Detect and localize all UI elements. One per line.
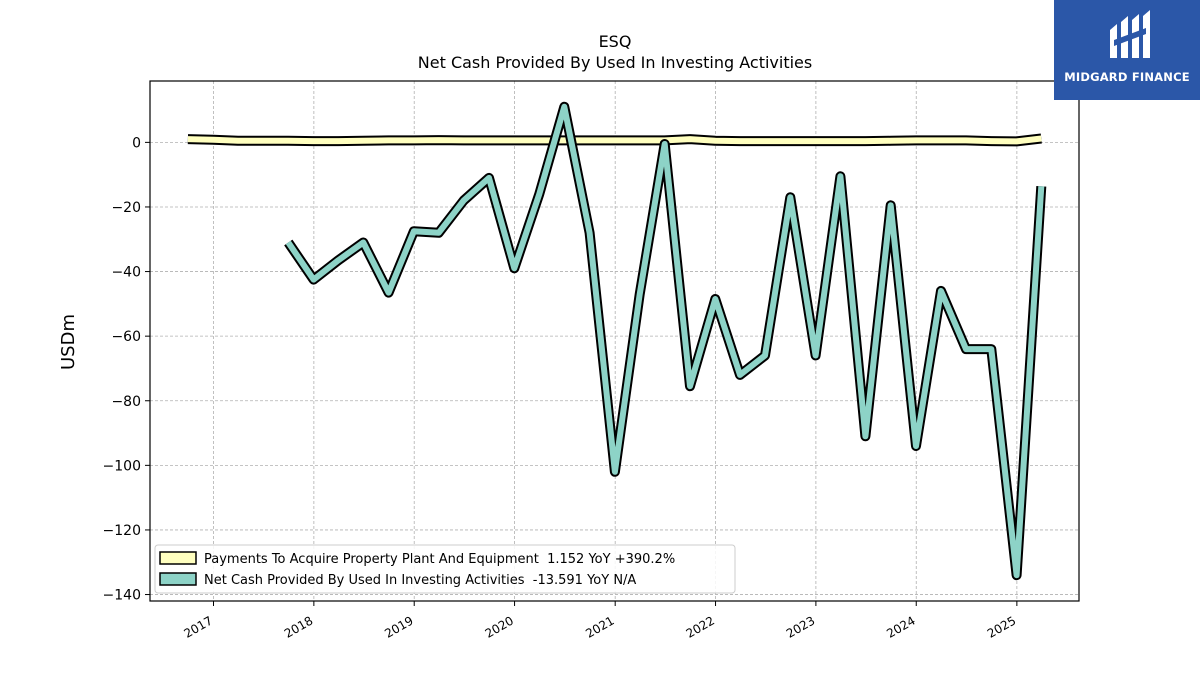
- chart-subtitle: Net Cash Provided By Used In Investing A…: [418, 53, 812, 72]
- y-axis-label: USDm: [58, 314, 79, 370]
- series-lines: [187, 101, 1047, 581]
- x-tick-label: 2023: [784, 613, 817, 640]
- y-tick-label: −100: [103, 458, 141, 474]
- chart-title: ESQ: [599, 32, 632, 51]
- legend-swatch-net-cash: [159, 572, 197, 586]
- y-tick-label: −140: [103, 588, 141, 604]
- y-tick-label: −60: [111, 329, 141, 345]
- x-tick-label: 2018: [282, 613, 315, 640]
- x-tick-label: 2024: [884, 613, 917, 640]
- y-tick-label: −40: [111, 265, 141, 281]
- grid-lines: [150, 81, 1079, 601]
- series-line-payments: [187, 135, 1042, 145]
- legend-box: [154, 544, 736, 594]
- series-line-net-cash-outline: [284, 101, 1047, 581]
- plot-frame: [149, 80, 1080, 602]
- y-tick-label: −20: [111, 200, 141, 216]
- legend-swatch-payments: [159, 551, 197, 565]
- x-tick-label: 2020: [483, 613, 516, 640]
- x-axis: 2017 2018 2019 2020 2021 2022 2023 2024 2025: [182, 601, 1018, 641]
- legend-label-net-cash: Net Cash Provided By Used In Investing A…: [204, 573, 636, 588]
- midgard-finance-logo: MIDGARD FINANCE: [1054, 0, 1200, 100]
- y-tick-label: −80: [111, 394, 141, 410]
- x-tick-label: 2021: [583, 613, 616, 640]
- x-tick-label: 2017: [182, 613, 215, 640]
- legend-label-payments: Payments To Acquire Property Plant And E…: [204, 552, 675, 567]
- x-tick-label: 2019: [382, 613, 415, 640]
- series-line-net-cash: [285, 103, 1045, 579]
- logo-wordmark: MIDGARD FINANCE: [1064, 70, 1190, 84]
- midgard-m-logo-icon: [1054, 0, 1200, 100]
- y-tick-label: −120: [103, 523, 141, 539]
- x-tick-label: 2025: [985, 613, 1018, 640]
- y-axis: 0 −20 −40 −60 −80 −100 −120 −140: [103, 135, 150, 604]
- legend: Payments To Acquire Property Plant And E…: [154, 544, 736, 594]
- y-tick-label: 0: [132, 135, 141, 151]
- x-tick-label: 2022: [684, 613, 717, 640]
